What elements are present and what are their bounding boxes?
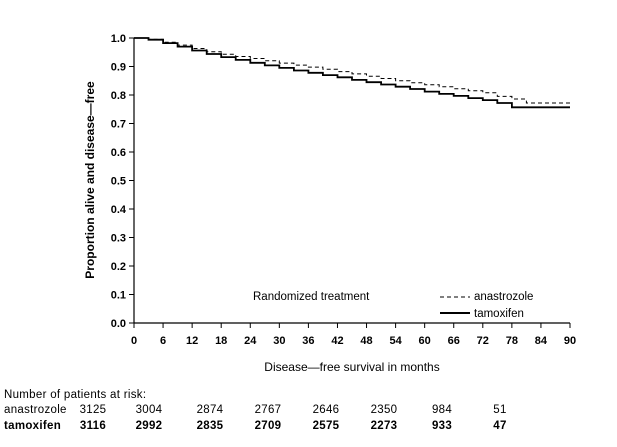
risk-cell: 2874 (196, 404, 224, 416)
x-axis-label: Disease—free survival in months (264, 360, 439, 374)
survival-chart: 0 6 12 18 24 30 36 42 48 54 60 66 72 78 84 90 0.0 0.1 0.2 0… (83, 33, 576, 374)
x-tick-label: 12 (186, 335, 198, 347)
risk-row-tamoxifen: tamoxifen 3116 2992 2835 2709 2575 2273 … (4, 420, 584, 434)
risk-cell: 933 (431, 420, 453, 432)
risk-cell: 2835 (196, 420, 224, 432)
x-tick-label: 42 (331, 335, 343, 347)
x-tick-label: 0 (131, 335, 137, 347)
x-tick-label: 54 (389, 335, 402, 347)
y-tick-label: 0.3 (111, 233, 126, 245)
y-tick-label: 0.7 (111, 119, 126, 131)
risk-cell: 2273 (370, 420, 398, 432)
risk-cell: 3116 (79, 420, 107, 432)
y-tick-label: 0.4 (111, 204, 127, 216)
y-tick-label: 0.5 (111, 176, 126, 188)
legend-title: Randomized treatment (253, 291, 370, 303)
x-tick-label: 90 (564, 335, 576, 347)
x-tick-label: 66 (448, 335, 460, 347)
y-tick-label: 0.9 (111, 62, 126, 74)
y-tick-label: 0.2 (111, 261, 126, 273)
risk-cell: 984 (431, 404, 453, 416)
series-line-tamoxifen (134, 37, 570, 109)
y-axis-label: Proportion alive and disease—free (83, 81, 97, 279)
x-tick-label: 6 (160, 335, 166, 347)
risk-cell: 2575 (312, 420, 340, 432)
x-tick-label: 30 (273, 335, 285, 347)
risk-cell: 2992 (135, 420, 163, 432)
risk-cell: 51 (493, 404, 507, 416)
y-tick-label: 0.0 (111, 318, 126, 330)
legend-label-anastrozole: anastrozole (474, 291, 533, 303)
y-tick-label: 1.0 (111, 33, 126, 45)
x-tick-label: 24 (244, 335, 257, 347)
risk-cell: 2350 (370, 404, 398, 416)
series-layer (134, 37, 570, 109)
legend: Randomized treatment anastrozole tamoxif… (253, 291, 533, 320)
risk-table-title: Number of patients at risk: (4, 389, 147, 401)
x-tick-label: 78 (506, 335, 518, 347)
risk-cell: 47 (493, 420, 507, 432)
axes: 0 6 12 18 24 30 36 42 48 54 60 66 72 78 84 90 0.0 0.1 0.2 0… (111, 33, 576, 347)
risk-cell: 3004 (135, 404, 163, 416)
risk-cell: 2709 (254, 420, 282, 432)
risk-row-anastrozole: anastrozole 3125 3004 2874 2767 2646 235… (4, 404, 584, 418)
x-tick-label: 36 (302, 335, 314, 347)
x-tick-label: 84 (535, 335, 548, 347)
y-tick-label: 0.8 (111, 90, 126, 102)
y-tick-label: 0.1 (111, 290, 126, 302)
x-tick-label: 60 (419, 335, 431, 347)
legend-label-tamoxifen: tamoxifen (474, 308, 524, 320)
risk-row-label: anastrozole (4, 404, 67, 416)
risk-cell: 3125 (79, 404, 107, 416)
y-tick-label: 0.6 (111, 147, 126, 159)
risk-row-label: tamoxifen (4, 420, 62, 432)
x-tick-label: 72 (477, 335, 489, 347)
risk-cell: 2646 (312, 404, 340, 416)
x-tick-label: 48 (360, 335, 372, 347)
series-line-anastrozole (134, 37, 570, 104)
x-tick-label: 18 (215, 335, 227, 347)
risk-cell: 2767 (254, 404, 282, 416)
